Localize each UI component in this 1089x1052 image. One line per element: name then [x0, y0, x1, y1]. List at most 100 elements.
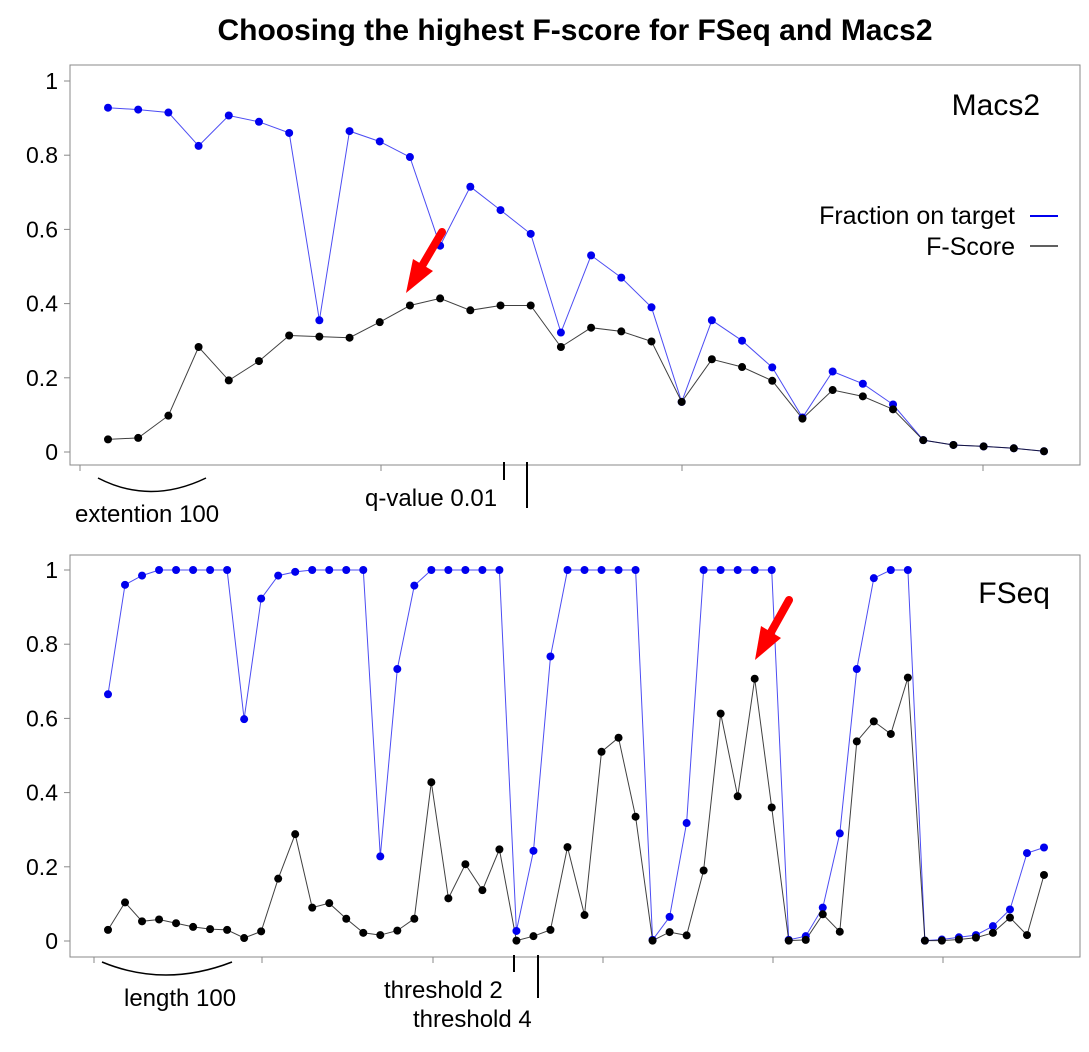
fseq-f-score-point-41	[801, 935, 810, 944]
extention-annotation: extention 100	[75, 501, 219, 528]
fseq-fraction-on-target-point-30	[614, 566, 623, 574]
fseq-y-tick-label-2: 0.4	[26, 780, 58, 806]
macs2-f-score-point-28	[949, 440, 958, 449]
fseq-fraction-on-target-point-17	[393, 665, 402, 674]
macs2-y-tick-label-2: 0.4	[26, 291, 58, 317]
macs2-panel-label: Macs2	[952, 89, 1040, 122]
fseq-fraction-on-target-point-38	[750, 566, 759, 574]
fseq-f-score-point-43	[835, 927, 844, 936]
macs2-fraction-on-target-point-2	[164, 108, 173, 117]
fseq-fraction-on-target-point-19	[427, 566, 436, 574]
fseq-f-score-point-6	[206, 925, 215, 934]
fseq-f-score-point-14	[342, 914, 351, 923]
fseq-f-score-point-22	[478, 886, 487, 895]
fseq-fraction-on-target-point-45	[869, 574, 878, 583]
macs2-f-score-point-24	[828, 386, 837, 395]
macs2-f-score-point-17	[617, 327, 626, 336]
macs2-f-score-point-15	[556, 343, 565, 352]
macs2-f-score-point-26	[889, 405, 898, 414]
macs2-f-score-point-20	[707, 355, 716, 364]
fseq-panel: 0 0.2 0.4 0.6 0.8 1 FSeq length 100 threshold…	[26, 554, 1081, 1033]
fseq-f-score-point-55	[1040, 870, 1048, 879]
fseq-f-score-point-18	[410, 914, 419, 923]
fseq-y-axis: 0 0.2 0.4 0.6 0.8 1	[26, 557, 70, 954]
fseq-f-score-point-29	[597, 747, 606, 756]
fseq-fraction-on-target-point-46	[886, 566, 895, 574]
macs2-f-score-point-22	[768, 376, 777, 385]
fseq-fraction-on-target-point-12	[308, 566, 317, 574]
macs2-f-score-point-0	[104, 435, 112, 444]
macs2-f-score-point-14	[526, 301, 535, 310]
legend-fscore-label: F-Score	[926, 233, 1015, 261]
fseq-fraction-on-target-point-33	[665, 912, 674, 921]
macs2-f-score-point-3	[194, 343, 203, 352]
macs2-y-tick-label-5: 1	[45, 68, 58, 94]
fseq-fraction-on-target-point-55	[1040, 843, 1048, 852]
macs2-f-score-point-31	[1040, 447, 1048, 456]
macs2-f-score-point-23	[798, 414, 807, 423]
extention-brace	[97, 477, 207, 493]
fseq-f-score-point-42	[818, 910, 827, 919]
fseq-f-score-point-23	[495, 845, 504, 854]
macs2-f-score-point-8	[345, 333, 354, 342]
fseq-f-score-point-1	[121, 898, 130, 907]
macs2-fraction-on-target-point-13	[496, 206, 505, 215]
macs2-y-tick-label-4: 0.8	[26, 142, 58, 168]
fseq-fraction-on-target-point-54	[1022, 849, 1031, 858]
fseq-f-score-point-0	[104, 925, 112, 934]
fseq-f-score-point-39	[767, 803, 776, 812]
fseq-fraction-on-target-point-13	[325, 566, 334, 574]
fseq-y-tick-label-0: 0	[45, 928, 58, 954]
macs2-fraction-on-target-point-16	[587, 251, 596, 260]
fseq-fraction-on-target-point-0	[104, 690, 112, 699]
fseq-f-score-point-47	[903, 673, 912, 682]
fseq-fraction-on-target-point-14	[342, 566, 351, 574]
fseq-fraction-on-target-point-23	[495, 566, 504, 574]
fseq-f-score-point-3	[155, 915, 164, 924]
fseq-fraction-on-target-point-7	[223, 566, 232, 574]
macs2-f-score-line	[107, 297, 1045, 452]
macs2-fraction-on-target-point-18	[647, 303, 656, 312]
macs2-f-score-point-30	[1009, 444, 1018, 453]
fseq-fraction-on-target-point-1	[121, 580, 130, 589]
highlight-arrow-macs2	[406, 228, 446, 293]
fseq-f-score-point-52	[988, 928, 997, 937]
fseq-fraction-on-target-point-11	[291, 567, 300, 576]
fseq-fraction-on-target-point-42	[818, 903, 827, 912]
fseq-f-score-point-51	[971, 933, 980, 942]
macs2-f-score-point-6	[285, 331, 294, 340]
macs2-f-score-point-10	[405, 301, 414, 310]
fseq-f-score-point-35	[699, 866, 708, 875]
macs2-f-score-point-25	[858, 392, 867, 401]
fseq-f-score-point-20	[444, 894, 453, 903]
macs2-fraction-on-target-point-22	[768, 363, 777, 372]
chart-title: Choosing the highest F-score for FSeq an…	[217, 14, 932, 47]
macs2-f-score-point-9	[375, 318, 384, 327]
qvalue-annotation: q-value 0.01	[365, 485, 497, 512]
fseq-f-score-point-36	[716, 709, 725, 718]
macs2-fraction-on-target-point-7	[315, 316, 324, 325]
macs2-fraction-on-target-point-17	[617, 273, 626, 282]
fseq-f-score-point-44	[852, 737, 861, 746]
fseq-fraction-on-target-point-4	[172, 566, 181, 574]
fseq-f-score-point-21	[461, 860, 470, 869]
fseq-panel-label: FSeq	[978, 577, 1050, 610]
macs2-fraction-on-target-point-6	[285, 128, 294, 137]
fseq-fraction-on-target-point-27	[563, 566, 572, 574]
fseq-f-score-point-28	[580, 911, 589, 920]
fseq-f-score-point-48	[920, 936, 929, 945]
fseq-f-score-point-40	[784, 936, 793, 945]
fseq-fraction-on-target-point-28	[580, 566, 589, 574]
fseq-f-score-point-2	[138, 917, 147, 926]
fseq-fraction-on-target-point-53	[1005, 905, 1014, 914]
macs2-f-score-point-1	[134, 433, 143, 442]
macs2-f-score-point-5	[254, 357, 263, 366]
fseq-fraction-on-target-point-9	[257, 594, 266, 603]
macs2-y-axis: 0 0.2 0.4 0.6 0.8 1	[26, 68, 70, 465]
fseq-fraction-on-target-point-16	[376, 852, 385, 861]
fseq-fraction-on-target-point-34	[682, 819, 691, 828]
fseq-f-score-point-12	[308, 903, 317, 912]
fseq-f-score-point-45	[869, 717, 878, 726]
macs2-fraction-on-target-point-3	[194, 141, 203, 150]
